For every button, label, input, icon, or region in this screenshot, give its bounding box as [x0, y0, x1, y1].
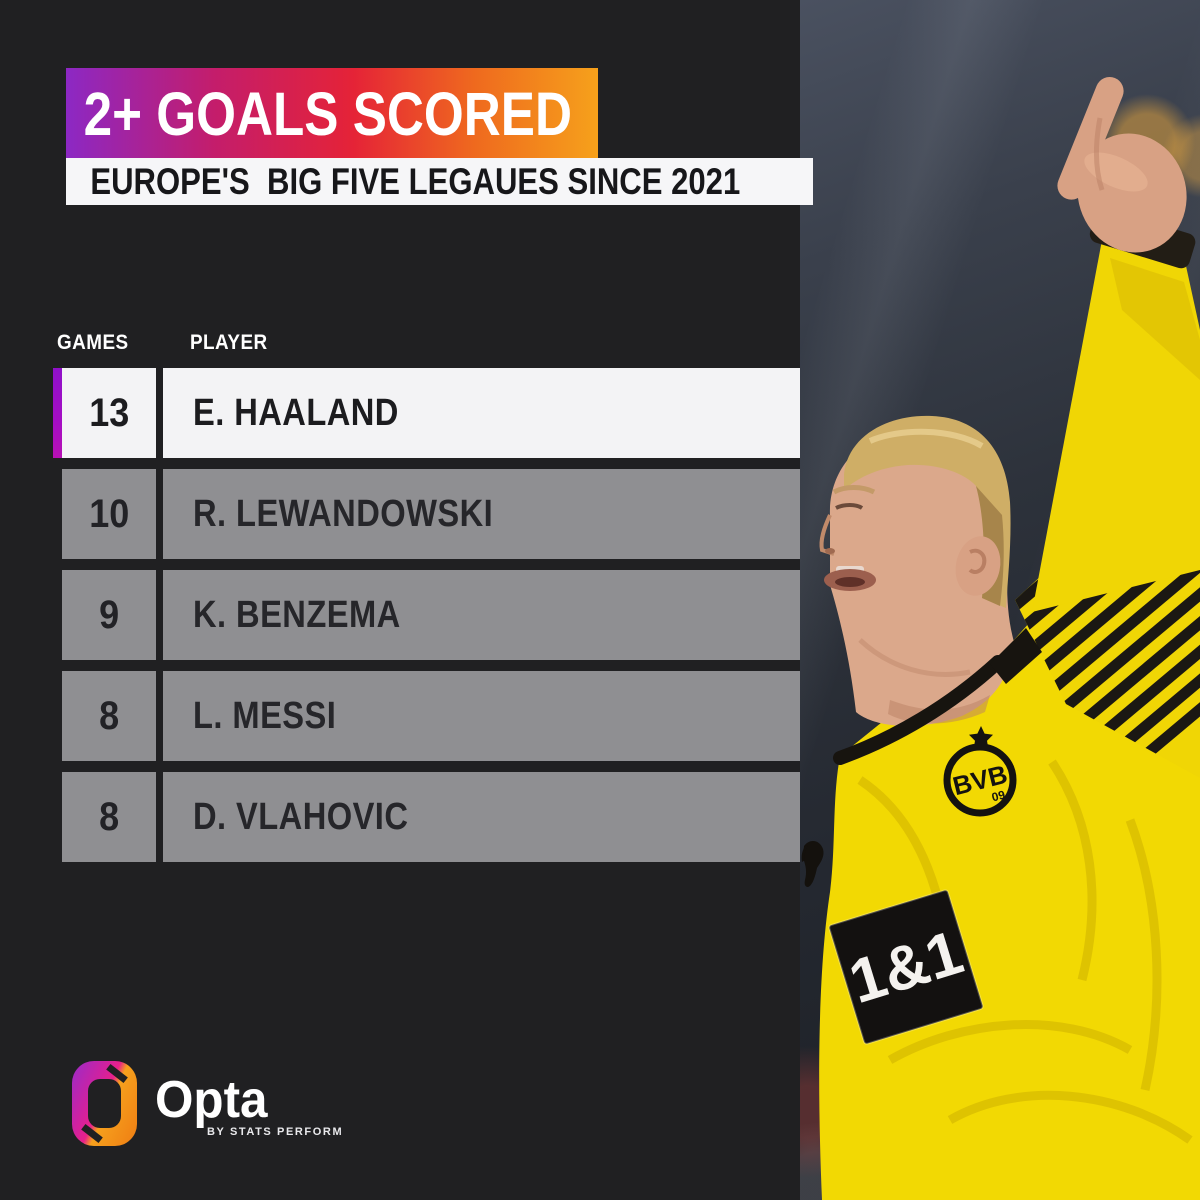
games-value: 8 [98, 794, 120, 839]
stripe-spacer [53, 469, 62, 559]
brand-tagline: BY STATS PERFORM [207, 1126, 344, 1138]
player-column-header: PLAYER [190, 331, 268, 354]
stripe-spacer [53, 671, 62, 761]
games-cell: 10 [62, 469, 156, 559]
player-head [819, 415, 1014, 726]
games-column-header: GAMES [57, 331, 129, 354]
games-cell: 9 [62, 570, 156, 660]
player-cell: K. BENZEMA [163, 570, 800, 660]
cell-gap [156, 469, 163, 559]
sponsor-patch: 1&1 [828, 889, 984, 1045]
star-icon [969, 726, 993, 749]
ear [955, 536, 1001, 596]
player-name: D. VLAHOVIC [193, 795, 409, 838]
player-name: R. LEWANDOWSKI [193, 492, 494, 535]
player-cell: R. LEWANDOWSKI [163, 469, 800, 559]
table-row-vlahovic: 8 D. VLAHOVIC [53, 772, 800, 862]
club-crest: BVB 09 [943, 743, 1017, 817]
cell-gap [156, 772, 163, 862]
table-row-benzema: 9 K. BENZEMA [53, 570, 800, 660]
table-row-messi: 8 L. MESSI [53, 671, 800, 761]
games-value: 8 [98, 693, 120, 738]
games-cell: 13 [62, 368, 156, 458]
player-cell: L. MESSI [163, 671, 800, 761]
games-value: 13 [88, 390, 130, 435]
stripe-spacer [53, 772, 62, 862]
cell-gap [156, 570, 163, 660]
player-cell: E. HAALAND [163, 368, 800, 458]
table-row-haaland: 13 E. HAALAND [53, 368, 800, 458]
logo-hole [88, 1079, 121, 1128]
games-value: 10 [88, 491, 130, 536]
opta-logo-icon [72, 1061, 137, 1146]
player-cell: D. VLAHOVIC [163, 772, 800, 862]
crest-year: 09 [990, 788, 1007, 805]
stripe-spacer [53, 570, 62, 660]
highlight-stripe [53, 368, 62, 458]
cell-gap [156, 671, 163, 761]
player-name: K. BENZEMA [193, 593, 401, 636]
games-cell: 8 [62, 772, 156, 862]
player-name: E. HAALAND [193, 391, 399, 434]
subtitle-bar: EUROPE'S BIG FIVE LEGAUES SINCE 2021 [66, 158, 813, 205]
table-row-lewandowski: 10 R. LEWANDOWSKI [53, 469, 800, 559]
player-figure: BVB 09 1&1 [801, 77, 1200, 1200]
games-value: 9 [98, 592, 120, 637]
page-title: 2+ GOALS SCORED [83, 80, 572, 148]
jersey-collar [833, 628, 1042, 765]
cell-gap [156, 368, 163, 458]
page-subtitle: EUROPE'S BIG FIVE LEGAUES SINCE 2021 [90, 161, 741, 202]
puma-logo-icon [801, 840, 824, 887]
player-name: L. MESSI [193, 694, 337, 737]
player-photo: BVB 09 1&1 [800, 0, 1200, 1200]
title-banner: 2+ GOALS SCORED [66, 68, 598, 160]
brand-name: Opta [155, 1071, 268, 1129]
hair [844, 415, 1011, 608]
pointing-hand [1057, 77, 1187, 253]
games-cell: 8 [62, 671, 156, 761]
